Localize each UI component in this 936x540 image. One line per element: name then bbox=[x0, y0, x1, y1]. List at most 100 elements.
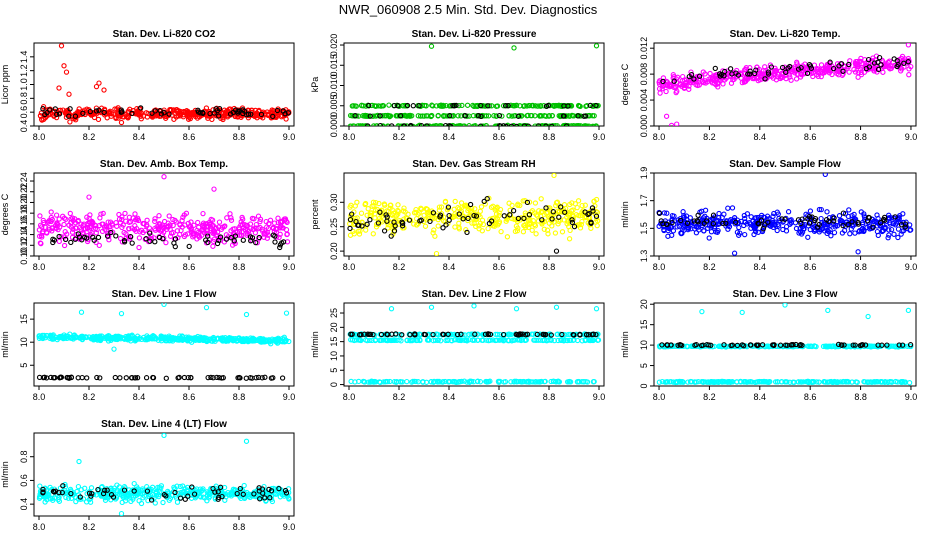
data-point bbox=[152, 216, 158, 222]
data-point bbox=[816, 221, 822, 228]
data-point bbox=[40, 335, 46, 342]
data-point bbox=[232, 107, 239, 113]
data-point bbox=[559, 229, 566, 235]
data-point bbox=[814, 379, 820, 385]
data-point bbox=[58, 234, 64, 240]
data-point bbox=[143, 236, 149, 242]
x-tick-label: 8.6 bbox=[183, 262, 196, 272]
data-point bbox=[451, 206, 457, 212]
data-point bbox=[838, 342, 845, 348]
data-point bbox=[664, 379, 671, 385]
data-point bbox=[725, 379, 731, 385]
data-point bbox=[490, 203, 496, 209]
data-point bbox=[171, 107, 177, 113]
data-point bbox=[494, 123, 501, 126]
data-point bbox=[95, 116, 102, 123]
plot-frame bbox=[343, 42, 605, 127]
data-point bbox=[807, 343, 814, 349]
x-tick-label: 8.4 bbox=[754, 262, 767, 272]
data-point bbox=[350, 123, 357, 126]
data-point bbox=[395, 103, 401, 109]
data-point bbox=[416, 122, 423, 126]
data-point bbox=[679, 379, 686, 385]
data-point bbox=[476, 223, 482, 229]
data-point bbox=[277, 244, 283, 251]
data-point bbox=[69, 215, 76, 221]
plot-frame bbox=[653, 42, 917, 127]
data-point bbox=[367, 337, 373, 344]
data-point bbox=[272, 239, 278, 245]
data-point bbox=[693, 82, 699, 88]
data-point bbox=[805, 234, 811, 240]
data-point bbox=[157, 107, 163, 114]
data-point bbox=[525, 112, 531, 119]
data-point bbox=[458, 200, 465, 206]
data-point bbox=[91, 114, 98, 121]
chart-panel: Stan. Dev. Amb. Box Temp.degrees C8.0 8.2… bbox=[0, 159, 295, 272]
data-point bbox=[43, 229, 50, 235]
panel-title: Stan. Dev. Line 1 Flow bbox=[112, 289, 217, 300]
data-point bbox=[461, 123, 468, 126]
data-point bbox=[85, 222, 91, 228]
data-point bbox=[274, 107, 281, 114]
data-point bbox=[73, 498, 79, 505]
data-point bbox=[475, 113, 482, 119]
data-point bbox=[574, 123, 581, 126]
data-point bbox=[442, 199, 449, 205]
data-point bbox=[477, 208, 483, 214]
data-point bbox=[413, 209, 419, 216]
data-point bbox=[156, 223, 162, 229]
data-point bbox=[549, 223, 555, 229]
data-point bbox=[385, 208, 392, 215]
data-point bbox=[585, 220, 591, 226]
x-tick-label: 9.0 bbox=[593, 392, 606, 402]
data-point bbox=[526, 215, 532, 221]
data-point bbox=[398, 379, 404, 385]
y-tick-label: 15 bbox=[19, 314, 29, 324]
data-point bbox=[428, 304, 435, 310]
data-point bbox=[515, 202, 521, 209]
x-tick-label: 8.8 bbox=[543, 392, 556, 402]
data-point bbox=[43, 375, 50, 381]
data-point bbox=[418, 123, 425, 126]
data-point bbox=[798, 220, 804, 227]
data-point bbox=[358, 210, 365, 216]
data-point bbox=[577, 103, 583, 110]
data-point bbox=[167, 233, 174, 239]
data-point bbox=[734, 342, 741, 349]
data-point bbox=[392, 223, 398, 229]
y-tick-label: 0.004 bbox=[639, 89, 649, 112]
data-point bbox=[661, 210, 668, 216]
data-point bbox=[393, 213, 399, 219]
data-point bbox=[399, 332, 405, 338]
data-point bbox=[203, 304, 210, 311]
data-point bbox=[67, 119, 73, 125]
data-point bbox=[454, 123, 460, 126]
y-tick-label: 0.12 bbox=[19, 237, 29, 255]
data-point bbox=[395, 207, 401, 214]
data-point bbox=[818, 206, 824, 213]
data-point bbox=[879, 379, 886, 385]
data-point bbox=[53, 212, 60, 218]
y-tick-label: 0 bbox=[639, 383, 649, 388]
data-point bbox=[782, 303, 788, 308]
x-tick-label: 8.8 bbox=[543, 262, 556, 272]
data-point bbox=[472, 331, 478, 337]
x-tick-label: 8.0 bbox=[343, 262, 356, 272]
data-point bbox=[205, 233, 211, 239]
data-point bbox=[588, 220, 594, 226]
data-point bbox=[415, 379, 421, 385]
data-point bbox=[475, 331, 481, 337]
data-point bbox=[464, 229, 470, 236]
data-point bbox=[175, 375, 181, 381]
data-point bbox=[659, 342, 665, 348]
data-point bbox=[420, 379, 426, 385]
data-point bbox=[533, 231, 539, 237]
data-point bbox=[538, 209, 544, 215]
y-tick-label: 1.0 bbox=[19, 78, 29, 91]
data-point bbox=[471, 212, 477, 219]
data-point bbox=[531, 210, 538, 216]
data-point bbox=[440, 113, 447, 119]
data-point bbox=[831, 229, 838, 236]
data-point bbox=[593, 213, 600, 219]
